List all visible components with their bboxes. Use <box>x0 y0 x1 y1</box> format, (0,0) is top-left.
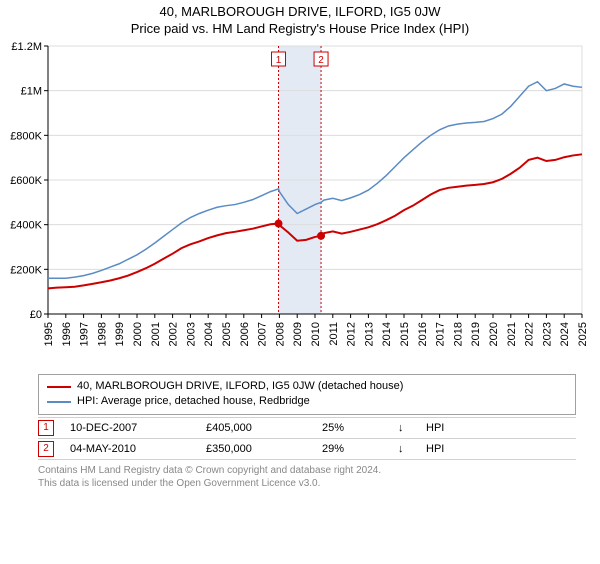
svg-text:£0: £0 <box>30 309 42 321</box>
sale-pct: 25% <box>322 422 382 434</box>
sale-hpi-label: HPI <box>426 443 444 455</box>
svg-text:2003: 2003 <box>185 322 197 346</box>
legend-row: HPI: Average price, detached house, Redb… <box>47 394 567 409</box>
chart-container: £0 £200K £400K £600K £800K £1M £1.2M 1995 1996 19… <box>0 40 600 370</box>
arrow-down-icon: ↓ <box>398 443 410 455</box>
svg-text:2011: 2011 <box>328 322 340 346</box>
legend-row: 40, MARLBOROUGH DRIVE, ILFORD, IG5 0JW (… <box>47 379 567 394</box>
svg-text:2022: 2022 <box>524 322 536 346</box>
svg-text:2015: 2015 <box>399 322 411 346</box>
svg-text:1999: 1999 <box>114 322 126 346</box>
svg-text:£400K: £400K <box>10 220 42 232</box>
svg-text:2002: 2002 <box>168 322 180 346</box>
svg-text:2000: 2000 <box>132 322 144 346</box>
svg-text:2005: 2005 <box>221 322 233 346</box>
sales-table: 1 10-DEC-2007 £405,000 25% ↓ HPI 2 04-MAY-2010 £… <box>38 417 576 460</box>
sale-hpi-label: HPI <box>426 422 444 434</box>
svg-text:1996: 1996 <box>61 322 73 346</box>
legend-label: HPI: Average price, detached house, Redb… <box>77 394 310 409</box>
sale-price: £405,000 <box>206 422 306 434</box>
svg-text:2009: 2009 <box>292 322 304 346</box>
arrow-down-icon: ↓ <box>398 422 410 434</box>
svg-text:2024: 2024 <box>559 322 571 346</box>
svg-text:1: 1 <box>276 55 282 66</box>
sale-marker: 2 <box>38 441 54 457</box>
sale-price: £350,000 <box>206 443 306 455</box>
svg-text:1995: 1995 <box>43 322 55 346</box>
legend-label: 40, MARLBOROUGH DRIVE, ILFORD, IG5 0JW (… <box>77 379 403 394</box>
svg-text:2008: 2008 <box>274 322 286 346</box>
footer-line-1: Contains HM Land Registry data © Crown c… <box>38 464 576 477</box>
svg-text:2017: 2017 <box>435 322 447 346</box>
svg-text:2007: 2007 <box>257 322 269 346</box>
svg-text:2025: 2025 <box>577 322 589 346</box>
svg-text:2: 2 <box>318 55 324 66</box>
svg-text:2014: 2014 <box>381 322 393 346</box>
svg-text:2016: 2016 <box>417 322 429 346</box>
svg-text:£200K: £200K <box>10 264 42 276</box>
sale-date: 04-MAY-2010 <box>70 443 190 455</box>
svg-text:£1.2M: £1.2M <box>11 41 42 53</box>
sale-date: 10-DEC-2007 <box>70 422 190 434</box>
sale-marker: 1 <box>38 420 54 436</box>
svg-text:1998: 1998 <box>96 322 108 346</box>
legend: 40, MARLBOROUGH DRIVE, ILFORD, IG5 0JW (… <box>38 374 576 415</box>
legend-swatch <box>47 386 71 388</box>
svg-text:2018: 2018 <box>452 322 464 346</box>
svg-text:1997: 1997 <box>79 322 91 346</box>
page-title: 40, MARLBOROUGH DRIVE, ILFORD, IG5 0JW <box>0 4 600 19</box>
svg-text:2012: 2012 <box>346 322 358 346</box>
svg-text:2013: 2013 <box>363 322 375 346</box>
table-row: 1 10-DEC-2007 £405,000 25% ↓ HPI <box>38 417 576 439</box>
svg-text:2010: 2010 <box>310 322 322 346</box>
svg-text:2020: 2020 <box>488 322 500 346</box>
svg-text:2019: 2019 <box>470 322 482 346</box>
svg-text:2001: 2001 <box>150 322 162 346</box>
svg-text:2004: 2004 <box>203 322 215 346</box>
page-subtitle: Price paid vs. HM Land Registry's House … <box>0 21 600 36</box>
svg-text:£800K: £800K <box>10 130 42 142</box>
svg-text:£600K: £600K <box>10 175 42 187</box>
sale-pct: 29% <box>322 443 382 455</box>
table-row: 2 04-MAY-2010 £350,000 29% ↓ HPI <box>38 439 576 460</box>
footer: Contains HM Land Registry data © Crown c… <box>38 464 576 490</box>
svg-text:2006: 2006 <box>239 322 251 346</box>
svg-text:2021: 2021 <box>506 322 518 346</box>
svg-text:£1M: £1M <box>21 86 42 98</box>
price-chart: £0 £200K £400K £600K £800K £1M £1.2M 1995 1996 19… <box>0 40 600 370</box>
legend-swatch <box>47 401 71 403</box>
footer-line-2: This data is licensed under the Open Gov… <box>38 477 576 490</box>
svg-text:2023: 2023 <box>541 322 553 346</box>
